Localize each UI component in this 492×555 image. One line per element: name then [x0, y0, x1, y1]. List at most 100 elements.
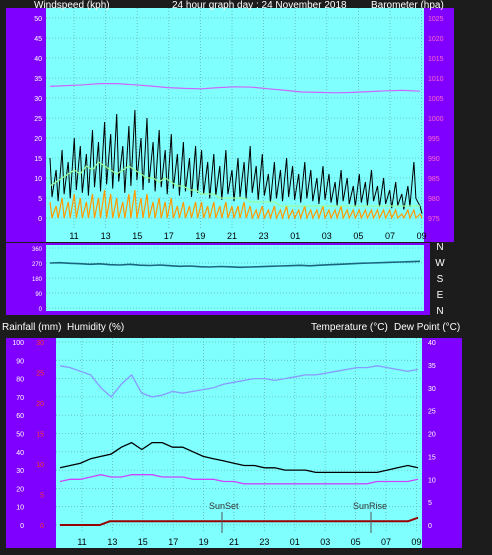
wind-gust-line	[49, 109, 423, 214]
rainfall-axis-title: Rainfall (mm)	[2, 322, 61, 333]
wind-x-tick: 15	[132, 231, 142, 241]
barometer-title: Barometer (hpa)	[371, 0, 444, 11]
rain-y-tick: 30	[36, 340, 44, 347]
temp-x-tick: 03	[320, 537, 330, 547]
humidity-y-tick: 60	[16, 413, 24, 420]
barometer-y-tick: 1005	[428, 96, 444, 103]
temperature-ticks: 0 5 10 15 20 25 30 35 40	[428, 340, 436, 530]
wind-y-tick: 45	[34, 36, 42, 43]
wind-y-tick: 40	[34, 56, 42, 63]
temp-x-tick: 21	[229, 537, 239, 547]
wind-avg-line	[49, 189, 423, 221]
barometer-y-tick: 975	[428, 216, 440, 223]
humidity-y-tick: 100	[12, 340, 24, 347]
barometer-y-tick: 1020	[428, 36, 444, 43]
dewpoint-axis-title: Dew Point (°C)	[394, 322, 460, 333]
temp-grid	[56, 338, 422, 533]
temp-x-tick: 05	[351, 537, 361, 547]
temp-panel: Rainfall (mm) Humidity (%) Temperature (…	[2, 322, 462, 548]
temperature-y-tick: 0	[428, 523, 432, 530]
temp-series	[59, 365, 419, 526]
wind-x-tick: 05	[353, 231, 363, 241]
wind-light-line	[49, 161, 420, 207]
humidity-y-tick: 0	[20, 523, 24, 530]
rain-ticks: 0 5 10 15 20 25 30	[36, 340, 44, 530]
wind-x-tick: 13	[101, 231, 111, 241]
wind-y-tick: 15	[34, 156, 42, 163]
temp-x-tick: 07	[381, 537, 391, 547]
windspeed-title: Windspeed (kph)	[34, 0, 110, 11]
temp-plot-area	[56, 338, 422, 533]
temp-x-tick: 17	[168, 537, 178, 547]
direction-y-tick: 180	[32, 277, 43, 283]
compass-label: E	[437, 290, 444, 301]
wind-series	[49, 82, 423, 221]
temperature-y-tick: 20	[428, 432, 436, 439]
direction-y-tick: 270	[32, 262, 43, 268]
direction-y-tick: 360	[32, 247, 43, 253]
temp-x-ticks: 11 13 15 17 19 21 23 01 03 05 07 09	[77, 537, 421, 547]
temperature-y-tick: 30	[428, 386, 436, 393]
temp-x-tick: 01	[290, 537, 300, 547]
wind-x-tick: 17	[164, 231, 174, 241]
humidity-y-tick: 70	[16, 395, 24, 402]
barometer-y-tick: 980	[428, 196, 440, 203]
wind-x-tick: 03	[322, 231, 332, 241]
wind-x-tick: 09	[417, 231, 427, 241]
humidity-y-tick: 10	[16, 505, 24, 512]
temp-x-tick: 11	[77, 537, 86, 547]
humidity-y-tick: 90	[16, 358, 24, 365]
compass-label: S	[437, 274, 444, 285]
temp-x-tick: 15	[138, 537, 148, 547]
temp-x-axis-band	[56, 533, 422, 548]
temp-x-tick: 09	[411, 537, 421, 547]
wind-x-tick: 19	[195, 231, 205, 241]
compass-label: W	[435, 258, 445, 269]
rain-y-tick: 15	[36, 432, 44, 439]
barometer-line	[49, 82, 421, 94]
compass-label: N	[436, 306, 443, 317]
humidity-y-tick: 50	[16, 432, 24, 439]
rain-y-tick: 0	[40, 523, 44, 530]
wind-y-tick: 30	[34, 96, 42, 103]
temp-right-axis-band	[422, 338, 462, 548]
barometer-y-tick: 985	[428, 176, 440, 183]
dewpoint-line	[59, 474, 419, 485]
wind-x-axis-band	[46, 228, 424, 242]
sunset-label: SunSet	[209, 501, 239, 511]
barometer-y-tick: 1015	[428, 56, 444, 63]
direction-line	[49, 260, 421, 269]
barometer-right-axis-band	[424, 8, 454, 242]
temp-x-tick: 23	[259, 537, 269, 547]
temperature-y-tick: 35	[428, 363, 436, 370]
wind-x-tick: 21	[227, 231, 237, 241]
direction-y-tick: 90	[35, 292, 42, 298]
sunrise-label: SunRise	[353, 501, 387, 511]
wind-x-tick: 07	[385, 231, 395, 241]
rain-y-tick: 25	[36, 371, 44, 378]
rain-y-tick: 20	[36, 401, 44, 408]
humidity-y-tick: 80	[16, 377, 24, 384]
temperature-y-tick: 40	[428, 340, 436, 347]
temp-left-axis-band	[6, 338, 56, 548]
temperature-y-tick: 25	[428, 409, 436, 416]
temperature-line	[59, 441, 419, 474]
temperature-axis-title: Temperature (°C)	[311, 322, 388, 333]
temperature-y-tick: 15	[428, 454, 436, 461]
direction-series	[49, 260, 421, 269]
wind-left-axis-band	[6, 8, 46, 242]
barometer-y-tick: 1025	[428, 16, 444, 23]
direction-y-tick: 0	[39, 307, 43, 313]
humidity-y-tick: 40	[16, 450, 24, 457]
wind-y-tick: 20	[34, 136, 42, 143]
humidity-ticks: 0 10 20 30 40 50 60 70 80 90 100	[12, 340, 24, 530]
wind-y-tick: 0	[38, 216, 42, 223]
humidity-line	[59, 365, 419, 398]
humidity-y-tick: 30	[16, 468, 24, 475]
graph-date-title: 24 hour graph day : 24 November 2018	[172, 0, 347, 11]
humidity-axis-title: Humidity (%)	[67, 322, 124, 333]
